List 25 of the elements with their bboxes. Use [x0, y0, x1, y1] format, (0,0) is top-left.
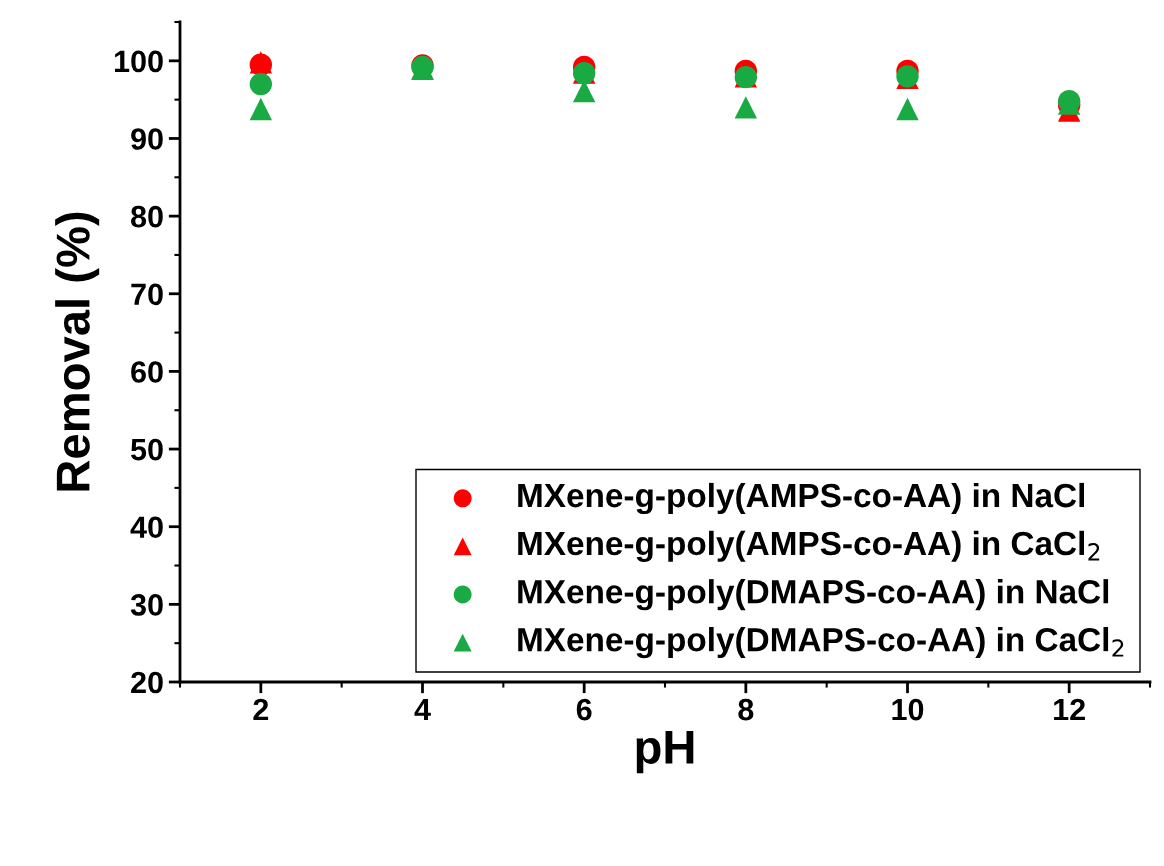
- y-tick-label: 30: [130, 594, 163, 616]
- y-tick-label: 80: [131, 205, 163, 228]
- legend-label: MXene-g-poly(DMAPS-co-AA) in NaCl: [518, 579, 1109, 611]
- x-tick-label: 8: [738, 698, 754, 721]
- y-tick-label: 50: [130, 438, 163, 461]
- y-tick-label: 90: [131, 128, 163, 150]
- legend-label: MXene-g-poly(AMPS-co-AA) in CaCl$_{2}$: [518, 530, 1100, 562]
- point: [896, 97, 919, 121]
- x-tick-label: 2: [253, 698, 269, 721]
- x-tick-label: 4: [414, 699, 431, 721]
- point: [249, 72, 273, 96]
- x-axis-title: pH: [636, 730, 694, 774]
- point: [734, 96, 758, 119]
- y-tick-label: 40: [130, 516, 163, 539]
- x-tick-label: 12: [1054, 698, 1085, 721]
- legend-label: MXene-g-poly(AMPS-co-AA) in NaCl: [518, 482, 1084, 515]
- x-tick-label: 6: [576, 698, 592, 721]
- y-tick-label: 70: [131, 283, 163, 306]
- y-axis-title: Removal (%): [55, 212, 100, 491]
- legend-label: MXene-g-poly(DMAPS-co-AA) in CaCl$_{2}$: [518, 627, 1124, 659]
- y-tick-label: 20: [131, 671, 163, 694]
- point: [249, 97, 273, 121]
- y-tick-label: 60: [131, 361, 163, 383]
- x-tick-label: 10: [892, 698, 924, 721]
- y-tick-label: 100: [114, 50, 163, 73]
